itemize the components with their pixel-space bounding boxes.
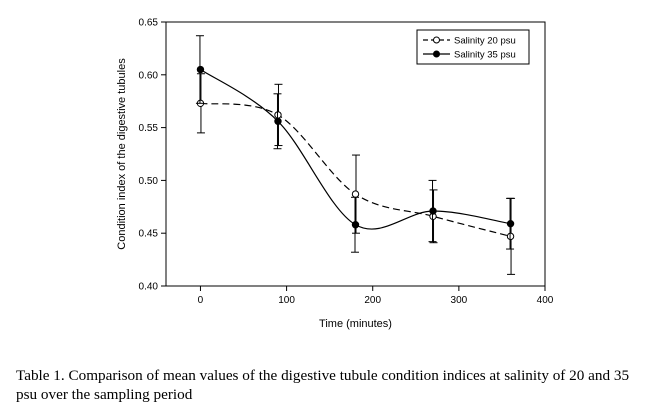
x-axis-label: Time (minutes) [319,318,392,330]
legend: Salinity 20 psu Salinity 35 psu [416,29,530,65]
x-tick-label: 200 [364,295,381,306]
axes: 0 100 200 300 400 0.40 0.45 0.50 0.55 0.60 0.65 [139,18,554,307]
x-tick-label: 0 [198,295,204,306]
data-point [429,207,437,215]
x-tick-label: 100 [278,295,295,306]
legend-box [416,29,530,65]
series-layer [195,35,516,275]
data-point [351,190,360,198]
y-tick-label: 0.60 [139,70,159,81]
figure-caption: Table 1. Comparison of mean values of th… [16,367,630,403]
legend-label: Salinity 35 psu [454,50,516,61]
legend-marker [433,36,440,44]
y-tick-label: 0.65 [139,18,159,29]
plot-frame [165,21,546,287]
data-point [506,219,515,228]
legend-marker [433,50,440,58]
x-tick-label: 400 [537,295,554,306]
series-1 [196,73,516,275]
y-axis-label: Condition index of the digestive tubules [116,58,128,250]
y-tick-label: 0.45 [139,229,159,240]
y-tick-label: 0.50 [139,176,159,187]
series-2 [195,35,515,253]
data-point [351,221,360,229]
data-point [274,117,282,125]
legend-label: Salinity 20 psu [454,36,516,47]
data-point [196,65,205,74]
x-tick-label: 300 [451,295,468,306]
line-chart: 0 100 200 300 400 0.40 0.45 0.50 0.55 0.60 0.65 Sa… [116,18,554,331]
series-line [200,69,511,230]
y-tick-label: 0.55 [139,123,159,134]
y-tick-label: 0.40 [139,282,159,293]
